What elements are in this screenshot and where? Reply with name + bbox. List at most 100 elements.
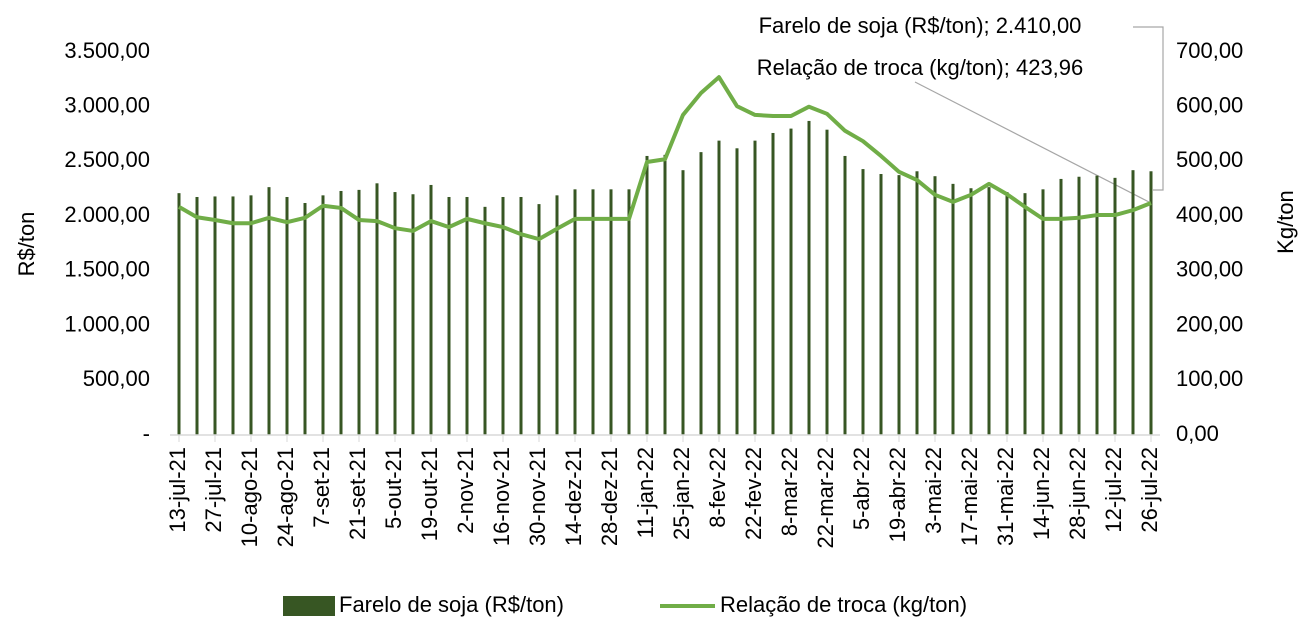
bar (897, 175, 901, 435)
x-tick-label: 30-nov-21 (525, 447, 550, 546)
y2-tick-label: 0,00 (1176, 421, 1219, 446)
bar (663, 154, 667, 435)
bar (1023, 193, 1027, 435)
x-tick-label: 22-mar-22 (813, 447, 838, 548)
bar (1041, 189, 1045, 435)
bar (681, 170, 685, 435)
x-tick-label: 11-jan-22 (633, 447, 658, 538)
y2-tick-label: 300,00 (1176, 257, 1243, 282)
x-tick-label: 7-set-21 (309, 447, 334, 528)
x-tick-label: 8-fev-22 (705, 447, 730, 528)
y-tick-label: 2.500,00 (64, 147, 150, 172)
bar (573, 189, 577, 435)
x-tick-label: 28-jun-22 (1065, 447, 1090, 540)
y-tick-label: 3.000,00 (64, 93, 150, 118)
bar (537, 204, 541, 435)
x-tick-label: 21-set-21 (345, 447, 370, 540)
bar (177, 193, 181, 435)
bar (393, 192, 397, 435)
bar (357, 189, 361, 435)
bar (879, 174, 883, 435)
y2-tick-label: 400,00 (1176, 202, 1243, 227)
bar (825, 129, 829, 436)
bar (429, 184, 433, 435)
bar (213, 196, 217, 435)
bar (231, 196, 235, 435)
x-tick-label: 14-jun-22 (1029, 447, 1054, 540)
x-tick-label: 19-out-21 (417, 447, 442, 541)
bar (1077, 176, 1081, 435)
x-tick-label: 17-mai-22 (957, 447, 982, 546)
y2-tick-label: 200,00 (1176, 311, 1243, 336)
bar (843, 155, 847, 435)
y-tick-label: 500,00 (83, 366, 150, 391)
bar (519, 196, 523, 435)
y-tick-label: 1.500,00 (64, 257, 150, 282)
legend-label: Farelo de soja (R$/ton) (339, 592, 564, 617)
bar (447, 196, 451, 435)
leader-line (1133, 26, 1164, 191)
bar (987, 187, 991, 435)
x-tick-label: 22-fev-22 (741, 447, 766, 540)
y-axis-label: R$/ton (14, 212, 39, 277)
x-tick-label: 28-dez-21 (597, 447, 622, 546)
x-tick-label: 31-mai-22 (993, 447, 1018, 546)
x-tick-label: 27-jul-21 (201, 447, 226, 533)
bar (195, 196, 199, 435)
bar (303, 203, 307, 435)
bar (771, 132, 775, 435)
legend-label: Relação de troca (kg/ton) (720, 592, 967, 617)
x-tick-label: 25-jan-22 (669, 447, 694, 540)
x-tick-label: 26-jul-22 (1137, 447, 1162, 533)
bar (501, 196, 505, 435)
bar (591, 189, 595, 435)
bar (861, 169, 865, 436)
bar (789, 128, 793, 435)
bar (699, 152, 703, 435)
bar (249, 195, 253, 435)
x-tick-label: 2-nov-21 (453, 447, 478, 534)
bar (915, 171, 919, 435)
bar (1131, 170, 1135, 435)
data-label: Farelo de soja (R$/ton); 2.410,00 (759, 13, 1082, 38)
bar (555, 195, 559, 435)
bar (609, 189, 613, 435)
bar (645, 155, 649, 435)
y2-tick-label: 500,00 (1176, 147, 1243, 172)
x-tick-label: 5-out-21 (381, 447, 406, 529)
bar (933, 176, 937, 436)
y2-axis-label: Kg/ton (1273, 190, 1298, 254)
bar (339, 190, 343, 435)
x-tick-label: 24-ago-21 (273, 447, 298, 547)
bar (807, 120, 811, 435)
bar (735, 148, 739, 435)
line (177, 75, 1152, 242)
x-tick-label: 8-mar-22 (777, 447, 802, 536)
bar (465, 196, 469, 435)
bar (285, 196, 289, 435)
data-label: Relação de troca (kg/ton); 423,96 (757, 55, 1084, 80)
bar (717, 140, 721, 435)
x-tick-label: 16-nov-21 (489, 447, 514, 546)
bar (267, 187, 271, 435)
x-tick-label: 5-abr-22 (849, 447, 874, 530)
x-tick-label: 12-jul-22 (1101, 447, 1126, 533)
y-tick-label: 2.000,00 (64, 202, 150, 227)
bar (1059, 178, 1063, 436)
y-tick-label: 3.500,00 (64, 38, 150, 63)
x-tick-label: 10-ago-21 (237, 447, 262, 547)
x-tick-label: 19-abr-22 (885, 447, 910, 542)
bar (411, 194, 415, 435)
bar (1113, 177, 1117, 436)
y-tick-label: - (143, 421, 150, 446)
x-tick-label: 13-jul-21 (165, 447, 190, 533)
bar (627, 189, 631, 435)
leader-line (914, 81, 1150, 203)
y2-tick-label: 100,00 (1176, 366, 1243, 391)
bar (753, 140, 757, 435)
y-tick-label: 1.000,00 (64, 311, 150, 336)
bar (321, 195, 325, 435)
legend-swatch (283, 596, 335, 616)
bar (1095, 175, 1099, 435)
